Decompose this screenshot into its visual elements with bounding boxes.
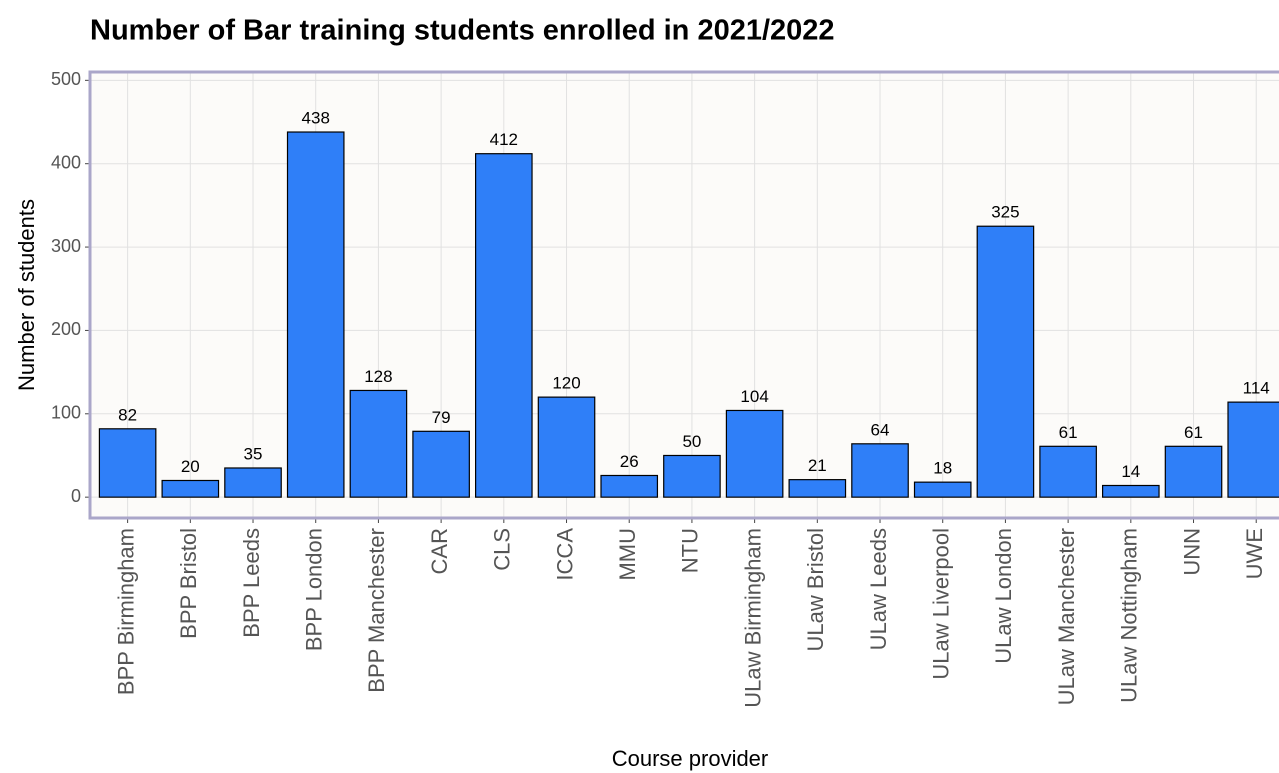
x-tick-label: ULaw Leeds [866, 528, 891, 650]
bar [161, 479, 220, 498]
value-label: 61 [1059, 423, 1078, 442]
value-label: 114 [1243, 379, 1270, 398]
bar [224, 467, 282, 498]
y-tick-label: 400 [51, 152, 81, 172]
value-label: 128 [364, 367, 392, 386]
bar [1164, 445, 1223, 498]
value-label: 35 [244, 444, 263, 463]
value-label: 20 [181, 457, 200, 476]
chart-title: Number of Bar training students enrolled… [90, 15, 835, 47]
bar [1039, 445, 1097, 498]
x-tick-label: UNN [1179, 528, 1204, 576]
x-tick-label: ICCA [552, 528, 577, 581]
value-label: 64 [871, 420, 890, 439]
value-label: 438 [302, 109, 330, 128]
value-label: 14 [1121, 462, 1140, 481]
x-tick-label: ULaw London [991, 528, 1016, 664]
y-tick-label: 0 [71, 486, 81, 506]
y-axis-title: Number of students [14, 199, 39, 391]
y-tick-label: 200 [51, 319, 81, 339]
x-tick-label: CLS [490, 528, 515, 571]
bar [1102, 484, 1160, 498]
value-label: 120 [552, 374, 580, 393]
bar [600, 474, 659, 498]
y-tick-label: 100 [51, 403, 81, 423]
bar [537, 396, 596, 498]
bar [788, 479, 847, 498]
value-label: 18 [933, 459, 952, 478]
x-tick-label: UWE [1242, 528, 1267, 579]
x-tick-label: ULaw Birmingham [740, 528, 765, 708]
value-label: 412 [490, 130, 518, 149]
x-tick-label: MMU [615, 528, 640, 581]
bar [1227, 401, 1279, 498]
x-tick-label: BPP Birmingham [113, 528, 138, 695]
value-label: 82 [118, 405, 137, 424]
x-tick-label: BPP Manchester [364, 528, 389, 693]
x-tick-label: BPP Bristol [176, 528, 201, 639]
value-label: 325 [991, 203, 1019, 222]
bar [475, 153, 533, 498]
plot-background [90, 72, 1279, 518]
x-tick-label: BPP Leeds [239, 528, 264, 638]
bar [98, 428, 157, 498]
x-tick-label: NTU [678, 528, 703, 573]
value-label: 79 [432, 408, 451, 427]
x-tick-label: CAR [427, 528, 452, 574]
bar [851, 443, 909, 498]
x-tick-label: ULaw Bristol [803, 528, 828, 651]
plot-border [88, 70, 1279, 520]
value-label: 50 [682, 432, 701, 451]
bar [286, 131, 345, 498]
x-tick-label: ULaw Liverpool [929, 528, 954, 680]
x-tick-label: BPP London [302, 528, 327, 651]
value-label: 26 [620, 452, 639, 471]
bar [976, 225, 1035, 498]
x-tick-label: ULaw Manchester [1054, 528, 1079, 705]
bar [913, 481, 972, 498]
value-label: 104 [740, 387, 768, 406]
value-label: 61 [1184, 423, 1203, 442]
y-tick-label: 300 [51, 236, 81, 256]
x-tick-label: ULaw Nottingham [1117, 528, 1142, 703]
value-label: 21 [808, 456, 827, 475]
x-axis-title: Course provider [612, 746, 769, 771]
y-tick-label: 500 [51, 69, 81, 89]
bar [663, 454, 721, 498]
bar [725, 409, 784, 498]
bar [349, 389, 408, 498]
bar [412, 430, 470, 498]
